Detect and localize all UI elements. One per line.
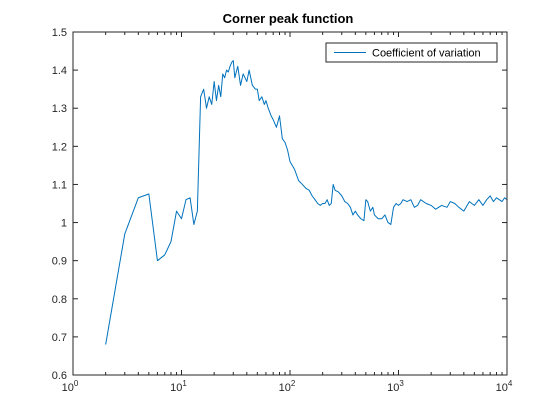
plot-area [73, 32, 507, 375]
y-tick-label: 0.9 [52, 256, 67, 268]
x-tick-label: 103 [387, 379, 404, 394]
y-tick-label: 1.5 [52, 27, 67, 39]
series-layer [105, 60, 508, 345]
legend: Coefficient of variation [325, 42, 498, 63]
legend-label: Coefficient of variation [372, 48, 481, 60]
y-tick-label: 1.4 [52, 65, 67, 77]
y-tick-label: 1 [61, 218, 67, 230]
x-tick-label: 102 [279, 379, 296, 394]
x-tick-label: 104 [496, 379, 513, 394]
y-tick-label: 1.1 [52, 179, 67, 191]
y-tick-label: 1.2 [52, 141, 67, 153]
axis-layer: 100 101 102 103 104 0.6 0.7 0.8 0.9 1 1.1 1.2 1.3 1.4… [52, 27, 513, 394]
x-tick-label: 100 [62, 379, 79, 394]
x-tick-label: 101 [170, 379, 187, 394]
chart-title: Corner peak function [223, 11, 354, 26]
y-tick-label: 0.7 [52, 332, 67, 344]
legend-box [325, 42, 498, 63]
y-tick-label: 0.6 [52, 370, 67, 382]
y-tick-label: 1.3 [52, 103, 67, 115]
series-line-0 [105, 60, 508, 345]
y-tick-label: 0.8 [52, 294, 67, 306]
